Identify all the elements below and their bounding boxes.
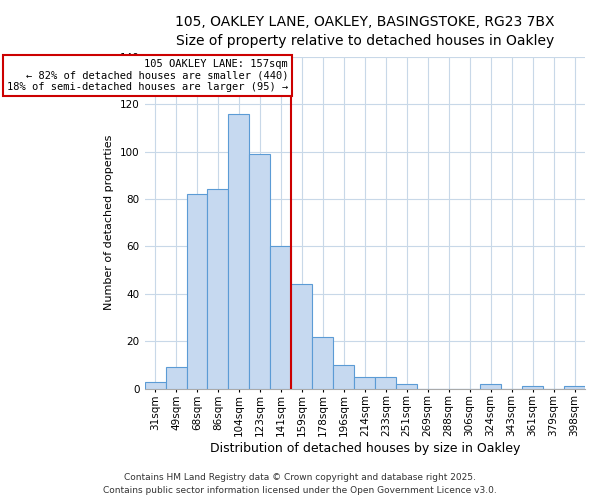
Bar [354, 377, 375, 389]
Bar [145, 382, 166, 389]
Bar [480, 384, 501, 389]
Bar [396, 384, 417, 389]
Bar [229, 114, 250, 389]
Bar [166, 368, 187, 389]
Y-axis label: Number of detached properties: Number of detached properties [104, 135, 115, 310]
Bar [187, 194, 208, 389]
X-axis label: Distribution of detached houses by size in Oakley: Distribution of detached houses by size … [209, 442, 520, 455]
Bar [375, 377, 396, 389]
Bar [292, 284, 313, 389]
Text: 105 OAKLEY LANE: 157sqm
← 82% of detached houses are smaller (440)
18% of semi-d: 105 OAKLEY LANE: 157sqm ← 82% of detache… [7, 59, 288, 92]
Bar [564, 386, 585, 389]
Bar [250, 154, 271, 389]
Bar [334, 365, 354, 389]
Text: Contains HM Land Registry data © Crown copyright and database right 2025.
Contai: Contains HM Land Registry data © Crown c… [103, 474, 497, 495]
Title: 105, OAKLEY LANE, OAKLEY, BASINGSTOKE, RG23 7BX
Size of property relative to det: 105, OAKLEY LANE, OAKLEY, BASINGSTOKE, R… [175, 15, 554, 48]
Bar [522, 386, 543, 389]
Bar [313, 336, 334, 389]
Bar [208, 190, 229, 389]
Bar [271, 246, 292, 389]
